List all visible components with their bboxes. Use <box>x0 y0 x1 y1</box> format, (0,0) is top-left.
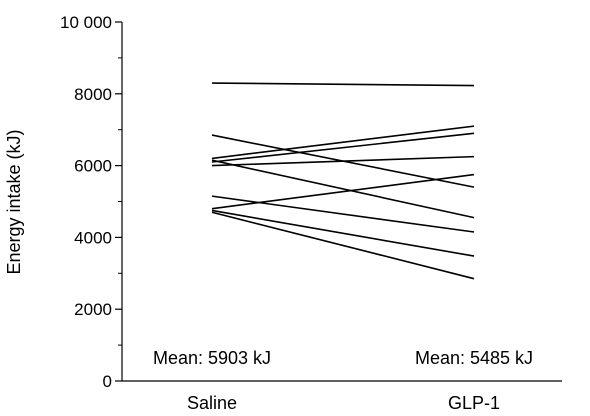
mean-annotation-2: Mean: 5485 kJ <box>415 348 533 368</box>
axes <box>121 22 562 382</box>
series-lines <box>211 82 475 280</box>
series-line-9 <box>211 209 475 257</box>
series-line-1 <box>211 82 475 87</box>
x-category-label-2: GLP-1 <box>448 393 500 413</box>
series-line-5 <box>211 132 475 163</box>
series-line-6 <box>211 155 475 167</box>
y-tick-label-8000: 8000 <box>74 85 112 104</box>
x-category-label-1: Saline <box>187 393 237 413</box>
y-tick-label-6000: 6000 <box>74 157 112 176</box>
category-labels: Saline GLP-1 <box>187 393 500 413</box>
y-ticks: 0 2000 4000 6000 8000 10 000 <box>60 13 122 391</box>
series-line-10 <box>211 211 475 280</box>
series-line-7 <box>211 195 475 233</box>
y-tick-label-10000: 10 000 <box>60 13 112 32</box>
y-tick-label-4000: 4000 <box>74 228 112 247</box>
y-axis-label: Energy intake (kJ) <box>4 129 24 274</box>
series-line-8 <box>211 173 475 210</box>
mean-annotation-1: Mean: 5903 kJ <box>153 348 271 368</box>
series-line-3 <box>211 125 475 160</box>
series-line-4 <box>211 159 475 219</box>
y-tick-label-0: 0 <box>103 372 112 391</box>
mean-annotations: Mean: 5903 kJ Mean: 5485 kJ <box>153 348 533 368</box>
y-tick-label-2000: 2000 <box>74 300 112 319</box>
